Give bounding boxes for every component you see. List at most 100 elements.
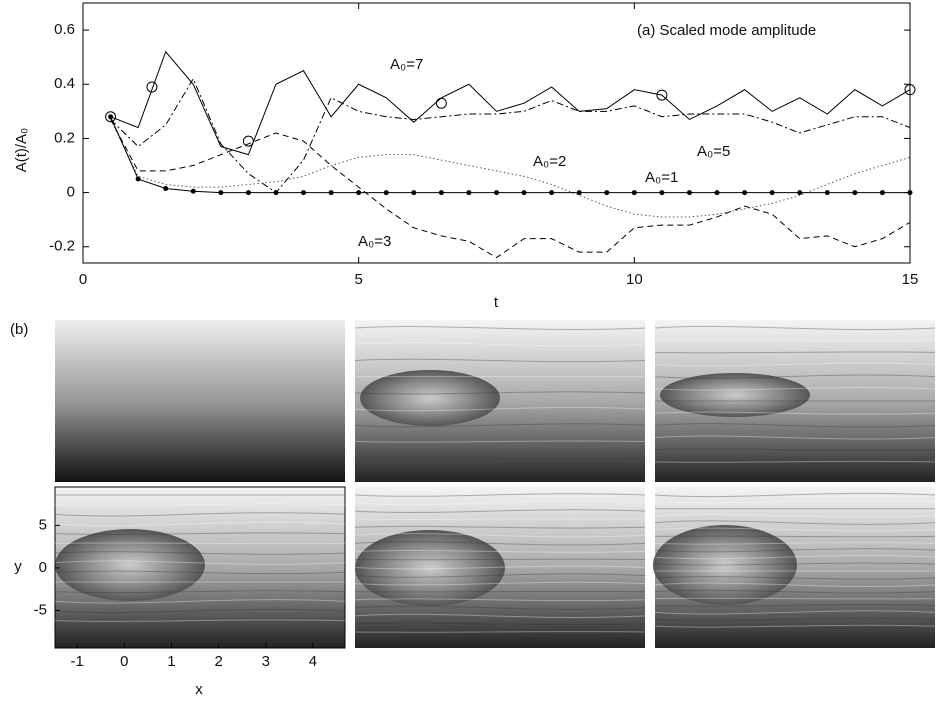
streak-line bbox=[654, 542, 936, 545]
point bbox=[631, 190, 637, 196]
y-tick-label: 0.6 bbox=[54, 21, 75, 38]
streak-line bbox=[654, 362, 936, 367]
streak-line bbox=[654, 624, 936, 628]
streak-line bbox=[54, 560, 346, 565]
y-tick-label: 0 bbox=[67, 184, 75, 201]
y-tick-label: 0.4 bbox=[54, 75, 75, 92]
streak-line bbox=[354, 622, 646, 626]
streak-line bbox=[354, 541, 646, 546]
point bbox=[686, 190, 692, 196]
streak-line bbox=[354, 590, 646, 593]
y-tick-label: 0.2 bbox=[54, 129, 75, 146]
streak-line bbox=[354, 500, 646, 506]
streak-line bbox=[654, 411, 936, 415]
x-tick-label: 4 bbox=[309, 653, 317, 670]
point bbox=[356, 190, 362, 196]
streak-line bbox=[354, 550, 646, 553]
series-label: A₀=7 bbox=[390, 56, 423, 73]
streak-line bbox=[654, 610, 936, 615]
y-tick-label: -0.2 bbox=[49, 238, 75, 255]
series-line bbox=[110, 119, 911, 218]
point bbox=[576, 190, 582, 196]
streak-line bbox=[654, 520, 936, 525]
y-axis-label: A(t)/A₀ bbox=[13, 128, 30, 173]
streak-line bbox=[654, 513, 936, 518]
streak-line bbox=[654, 351, 936, 354]
streak-line bbox=[354, 533, 646, 538]
streak-line bbox=[654, 617, 936, 622]
point bbox=[879, 190, 885, 196]
point bbox=[301, 190, 307, 196]
streak-line bbox=[654, 555, 936, 560]
vortex bbox=[360, 370, 500, 426]
snapshot-image bbox=[55, 320, 345, 482]
streak-line bbox=[354, 613, 646, 618]
snapshot-marker bbox=[105, 111, 117, 123]
series-label: A₀=3 bbox=[358, 233, 391, 250]
point bbox=[163, 186, 169, 192]
snapshot-marker bbox=[904, 84, 916, 96]
series-label: A₀=2 bbox=[533, 153, 566, 170]
point bbox=[714, 190, 720, 196]
series-line bbox=[110, 119, 911, 259]
point bbox=[135, 176, 141, 182]
x-tick-label: 5 bbox=[354, 271, 362, 288]
point bbox=[245, 190, 251, 196]
x-tick-label: -1 bbox=[70, 653, 83, 670]
point bbox=[273, 190, 279, 196]
streak-line bbox=[354, 518, 646, 520]
point bbox=[742, 190, 748, 196]
streak-line bbox=[54, 532, 346, 535]
point bbox=[769, 190, 775, 196]
point bbox=[190, 188, 196, 194]
point bbox=[797, 190, 803, 196]
streak-line bbox=[54, 542, 346, 545]
streak-line bbox=[354, 565, 646, 570]
point bbox=[108, 114, 114, 120]
snapshot-panels bbox=[54, 320, 936, 649]
point bbox=[521, 190, 527, 196]
x-tick-label: 3 bbox=[262, 653, 270, 670]
streak-line bbox=[354, 581, 646, 586]
streak-line bbox=[54, 551, 346, 555]
streak-line bbox=[354, 358, 646, 363]
streak-line bbox=[54, 608, 346, 614]
x-tick-label: 1 bbox=[167, 653, 175, 670]
streak-line bbox=[654, 589, 936, 594]
streak-line bbox=[354, 342, 646, 347]
x-tick-label: 0 bbox=[79, 271, 87, 288]
streak-line bbox=[54, 599, 346, 604]
y-tick-label: -5 bbox=[34, 601, 47, 618]
vortex bbox=[55, 529, 205, 601]
point bbox=[328, 190, 334, 196]
streak-line bbox=[354, 558, 646, 561]
streak-line bbox=[354, 598, 646, 602]
point bbox=[466, 190, 472, 196]
point bbox=[411, 190, 417, 196]
x-tick-label: 0 bbox=[120, 653, 128, 670]
streak-line bbox=[654, 562, 936, 566]
point bbox=[852, 190, 858, 196]
panel-label: (b) bbox=[10, 321, 28, 338]
vortex bbox=[355, 530, 505, 606]
series-label: A₀=5 bbox=[697, 143, 730, 160]
x-tick-label: 15 bbox=[902, 271, 919, 288]
y-axis-label: y bbox=[14, 558, 22, 575]
streak-line bbox=[54, 629, 346, 632]
streak-line bbox=[54, 570, 346, 575]
streak-line bbox=[654, 325, 936, 331]
streak-line bbox=[654, 435, 936, 440]
streak-line bbox=[354, 440, 646, 443]
point bbox=[549, 190, 555, 196]
x-tick-label: 2 bbox=[214, 653, 222, 670]
x-axis-label: t bbox=[494, 294, 499, 311]
streak-line bbox=[354, 423, 646, 428]
streak-line bbox=[654, 500, 936, 504]
streak-line bbox=[654, 535, 936, 538]
point bbox=[438, 190, 444, 196]
snapshot-marker bbox=[242, 135, 254, 147]
streak-line bbox=[654, 374, 936, 379]
streak-line bbox=[654, 387, 936, 391]
x-axis-label: x bbox=[195, 681, 203, 698]
point bbox=[494, 190, 499, 196]
